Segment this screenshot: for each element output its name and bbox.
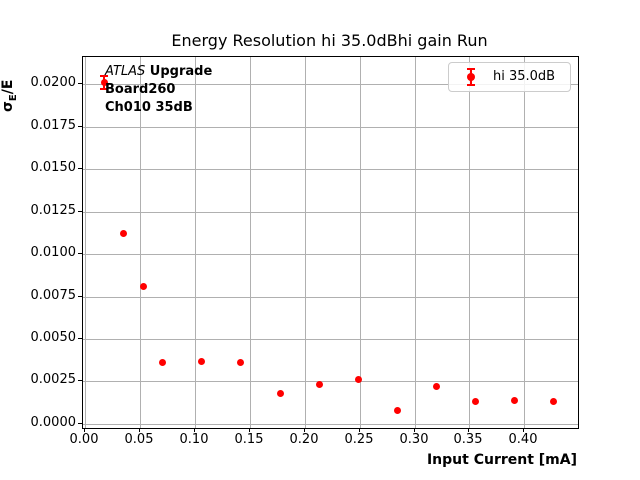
y-tick-label: 0.0175 [30,118,77,133]
annotation-line-3: Ch010 35dB [105,100,193,115]
x-gridline [469,57,470,428]
plot-area [82,56,579,429]
x-gridline [250,57,251,428]
x-tick-label: 0.00 [69,432,99,447]
y-tick-label: 0.0100 [30,245,77,260]
x-gridline [415,57,416,428]
data-point [198,357,206,365]
y-tick [78,338,82,339]
x-tick [84,428,85,432]
y-tick-label: 0.0150 [30,160,77,175]
x-tick-label: 0.25 [344,432,374,447]
x-tick-label: 0.35 [453,432,483,447]
y-tick-label: 0.0025 [30,372,77,387]
data-point [511,396,519,404]
error-bar-cap [100,88,109,91]
legend: hi 35.0dB [448,62,571,92]
y-gridline [83,254,578,255]
data-point [139,282,147,290]
x-tick-label: 0.15 [234,432,264,447]
y-axis-label-sub: E [7,94,19,102]
x-axis-label: Input Current [mA] [426,452,577,468]
x-tick-label: 0.20 [289,432,319,447]
y-gridline [83,339,578,340]
y-gridline [83,424,578,425]
y-gridline [83,381,578,382]
annotation-atlas: ATLAS [105,64,146,79]
legend-errorbar-cap-bottom [467,84,475,86]
y-tick-label: 0.0075 [30,288,77,303]
y-gridline [83,127,578,128]
data-point [315,381,323,389]
error-bar-cap [100,74,109,77]
data-point [354,376,362,384]
data-point [159,359,167,367]
y-tick [78,126,82,127]
x-gridline [195,57,196,428]
y-tick [78,211,82,212]
y-tick-label: 0.0125 [30,203,77,218]
data-point [550,398,558,406]
x-tick [523,428,524,432]
y-tick-label: 0.0000 [30,415,77,430]
x-gridline [85,57,86,428]
chart-title: Energy Resolution hi 35.0dBhi gain Run [171,31,488,50]
y-gridline [83,297,578,298]
data-point [100,78,108,86]
x-tick [249,428,250,432]
y-axis-label: σE/E [0,2,19,112]
annotation-line-2: Board260 [105,82,176,97]
x-tick [468,428,469,432]
data-point [393,406,401,414]
x-tick [414,428,415,432]
x-tick-label: 0.40 [508,432,538,447]
x-tick-label: 0.30 [399,432,429,447]
y-tick [78,423,82,424]
x-tick-label: 0.05 [124,432,154,447]
x-tick [194,428,195,432]
y-gridline [83,169,578,170]
y-tick-label: 0.0050 [30,330,77,345]
x-tick [139,428,140,432]
errorbar-marker-icon [463,66,479,88]
y-tick [78,296,82,297]
x-gridline [305,57,306,428]
y-tick-label: 0.0200 [30,75,77,90]
data-point [432,383,440,391]
data-point [237,359,245,367]
x-tick [304,428,305,432]
y-gridline [83,212,578,213]
x-tick-label: 0.10 [179,432,209,447]
y-gridline [83,84,578,85]
y-axis-label-base: σ [0,101,16,112]
legend-label: hi 35.0dB [493,69,556,84]
x-gridline [140,57,141,428]
atlas-annotation: ATLAS Upgrade Board260 Ch010 35dB [105,63,212,117]
x-gridline [360,57,361,428]
y-tick [78,380,82,381]
x-gridline [524,57,525,428]
legend-marker-dot [467,73,475,81]
y-tick [78,253,82,254]
data-point [120,230,128,238]
y-tick [78,83,82,84]
data-point [472,398,480,406]
annotation-line-1: ATLAS Upgrade [105,63,212,81]
x-tick [359,428,360,432]
data-point [276,389,284,397]
annotation-upgrade: Upgrade [145,64,213,79]
y-tick [78,168,82,169]
